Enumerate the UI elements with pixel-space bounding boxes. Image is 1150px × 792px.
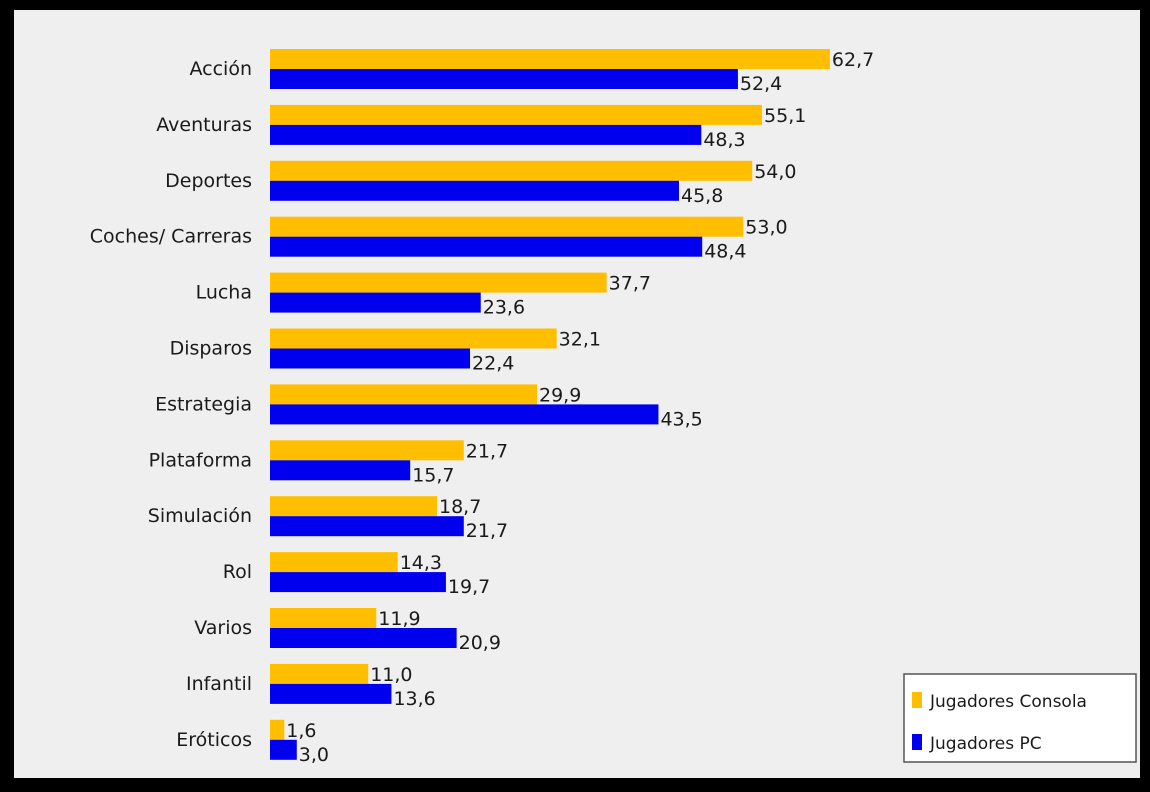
value-label: 15,7 [412, 464, 454, 486]
bar-pc [270, 739, 297, 760]
category-label: Rol [223, 561, 252, 583]
legend-label-pc: Jugadores PC [929, 734, 1042, 754]
category-label: Varios [194, 617, 252, 639]
bar-consola [270, 160, 753, 181]
category-label: Deportes [165, 170, 252, 192]
bar-pc [270, 516, 464, 537]
value-label: 23,6 [483, 297, 525, 319]
labels-group: Acción 62,7 52,4 Aventuras 55,1 48,3 Deportes 5… [90, 49, 874, 766]
value-label: 48,4 [704, 241, 746, 263]
value-label: 54,0 [754, 161, 796, 183]
bar-consola [270, 104, 763, 125]
value-label: 48,3 [703, 129, 745, 151]
value-label: 53,0 [745, 217, 787, 239]
bar-consola [270, 663, 369, 684]
value-label: 43,5 [660, 408, 702, 430]
bar-chart: Acción 62,7 52,4 Aventuras 55,1 48,3 Deportes 5… [90, 49, 1137, 766]
value-label: 52,4 [740, 73, 782, 95]
value-label: 29,9 [539, 384, 581, 406]
value-label: 1,6 [286, 720, 316, 742]
bar-consola [270, 49, 830, 69]
value-label: 55,1 [764, 105, 806, 127]
bar-pc [270, 180, 679, 201]
category-label: Disparos [170, 338, 252, 360]
bar-consola [270, 496, 437, 517]
legend: Jugadores Consola Jugadores PC [903, 673, 1137, 763]
category-label: Lucha [196, 282, 252, 304]
bar-consola [270, 328, 557, 349]
bar-pc [270, 460, 411, 481]
bar-pc [270, 628, 457, 648]
value-label: 32,1 [559, 329, 601, 351]
legend-swatch-pc [912, 734, 922, 750]
value-label: 22,4 [472, 353, 514, 375]
bar-consola [270, 552, 398, 573]
category-label: Infantil [186, 673, 252, 695]
bar-pc [270, 404, 659, 425]
category-label: Simulación [148, 505, 252, 527]
value-label: 18,7 [439, 496, 481, 518]
category-label: Plataforma [149, 449, 252, 471]
category-label: Eróticos [176, 729, 252, 751]
value-label: 20,9 [459, 632, 501, 654]
bar-pc [270, 292, 481, 313]
bar-consola [270, 216, 744, 237]
bar-pc [270, 69, 738, 89]
category-label: Acción [189, 58, 252, 80]
chart-frame: Acción 62,7 52,4 Aventuras 55,1 48,3 Deportes 5… [14, 10, 1140, 778]
value-label: 14,3 [400, 552, 442, 574]
category-label: Coches/ Carreras [90, 226, 252, 248]
bar-pc [270, 572, 446, 593]
bar-consola [270, 719, 285, 740]
bars-group [270, 49, 830, 760]
value-label: 62,7 [832, 49, 874, 71]
legend-swatch-consola [912, 692, 922, 708]
value-label: 13,6 [393, 688, 435, 710]
bar-consola [270, 440, 464, 461]
value-label: 21,7 [466, 520, 508, 542]
bar-consola [270, 608, 377, 628]
value-label: 11,9 [378, 608, 420, 630]
legend-box [903, 673, 1137, 763]
value-label: 11,0 [370, 664, 412, 686]
bar-pc [270, 348, 471, 369]
bar-pc [270, 124, 702, 145]
value-label: 45,8 [681, 185, 723, 207]
bar-pc [270, 683, 392, 704]
category-label: Estrategia [155, 393, 252, 415]
bar-pc [270, 236, 703, 257]
legend-label-consola: Jugadores Consola [929, 692, 1087, 712]
bar-consola [270, 384, 538, 405]
value-label: 37,7 [609, 273, 651, 295]
value-label: 19,7 [448, 576, 490, 598]
value-label: 21,7 [466, 440, 508, 462]
bar-consola [270, 272, 607, 293]
value-label: 3,0 [299, 744, 329, 766]
category-label: Aventuras [156, 114, 252, 136]
